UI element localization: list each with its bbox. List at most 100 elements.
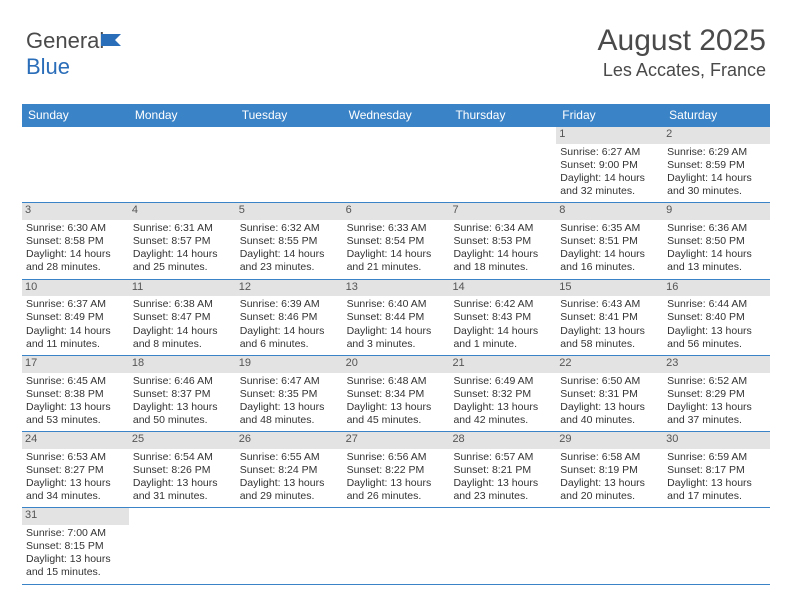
weeks-container: 1Sunrise: 6:27 AMSunset: 9:00 PMDaylight… (22, 127, 770, 585)
sunset-text: Sunset: 8:54 PM (347, 235, 446, 248)
daylight-text: Daylight: 13 hours (26, 553, 125, 566)
sunset-text: Sunset: 8:27 PM (26, 464, 125, 477)
sunset-text: Sunset: 8:26 PM (133, 464, 232, 477)
day-number: 1 (556, 127, 663, 144)
daylight-text: Daylight: 13 hours (347, 401, 446, 414)
brand-part1: General (26, 28, 104, 53)
day-cell: 18Sunrise: 6:46 AMSunset: 8:37 PMDayligh… (129, 356, 236, 431)
day-number: 17 (22, 356, 129, 373)
daylight-text: and 32 minutes. (560, 185, 659, 198)
day-number: 18 (129, 356, 236, 373)
day-cell: 29Sunrise: 6:58 AMSunset: 8:19 PMDayligh… (556, 432, 663, 507)
sunrise-text: Sunrise: 6:38 AM (133, 298, 232, 311)
day-number: 3 (22, 203, 129, 220)
daylight-text: and 37 minutes. (667, 414, 766, 427)
day-cell: 15Sunrise: 6:43 AMSunset: 8:41 PMDayligh… (556, 280, 663, 355)
day-cell: 8Sunrise: 6:35 AMSunset: 8:51 PMDaylight… (556, 203, 663, 278)
week-row: 17Sunrise: 6:45 AMSunset: 8:38 PMDayligh… (22, 356, 770, 432)
daylight-text: Daylight: 14 hours (347, 325, 446, 338)
sunset-text: Sunset: 8:38 PM (26, 388, 125, 401)
day-cell: 25Sunrise: 6:54 AMSunset: 8:26 PMDayligh… (129, 432, 236, 507)
daylight-text: Daylight: 14 hours (453, 248, 552, 261)
daylight-text: Daylight: 13 hours (26, 401, 125, 414)
sunset-text: Sunset: 8:35 PM (240, 388, 339, 401)
location-subtitle: Les Accates, France (598, 60, 766, 81)
day-number: 2 (663, 127, 770, 144)
brand-logo: General Blue (26, 28, 123, 80)
week-row: 24 Sunrise: 6:53 AMSunset: 8:27 PM Dayligh… (22, 432, 770, 508)
daylight-text: and 11 minutes. (26, 338, 125, 351)
sunrise-text: Sunrise: 6:53 AM (26, 451, 125, 464)
flag-icon (101, 34, 123, 50)
sunset-text: Sunset: 8:59 PM (667, 159, 766, 172)
day-cell (343, 127, 450, 202)
week-row: 3Sunrise: 6:30 AMSunset: 8:58 PMDaylight… (22, 203, 770, 279)
sunrise-text: Sunrise: 6:55 AM (240, 451, 339, 464)
day-cell: 16Sunrise: 6:44 AMSunset: 8:40 PMDayligh… (663, 280, 770, 355)
sunset-text: Sunset: 8:44 PM (347, 311, 446, 324)
day-number: 20 (343, 356, 450, 373)
day-number: 13 (343, 280, 450, 297)
weekday-header: Monday (129, 104, 236, 127)
sunset-text: Sunset: 8:51 PM (560, 235, 659, 248)
day-number: 16 (663, 280, 770, 297)
calendar-table: SundayMondayTuesdayWednesdayThursdayFrid… (22, 104, 770, 585)
day-number: 30 (663, 432, 770, 449)
day-cell (556, 508, 663, 583)
day-cell (663, 508, 770, 583)
day-number: 4 (129, 203, 236, 220)
day-cell (343, 508, 450, 583)
daylight-text: Daylight: 13 hours (133, 401, 232, 414)
day-number: 10 (22, 280, 129, 297)
day-number: 24 (22, 432, 129, 449)
day-cell: 11Sunrise: 6:38 AMSunset: 8:47 PMDayligh… (129, 280, 236, 355)
sunset-text: Sunset: 8:49 PM (26, 311, 125, 324)
sunset-text: Sunset: 8:31 PM (560, 388, 659, 401)
day-cell: 5Sunrise: 6:32 AMSunset: 8:55 PMDaylight… (236, 203, 343, 278)
weekday-header: Wednesday (343, 104, 450, 127)
sunrise-text: Sunrise: 6:34 AM (453, 222, 552, 235)
day-number: 6 (343, 203, 450, 220)
brand-part2: Blue (26, 54, 70, 79)
daylight-text: and 58 minutes. (560, 338, 659, 351)
day-cell (236, 508, 343, 583)
day-number: 11 (129, 280, 236, 297)
sunset-text: Sunset: 8:32 PM (453, 388, 552, 401)
daylight-text: and 26 minutes. (347, 490, 446, 503)
sunset-text: Sunset: 8:47 PM (133, 311, 232, 324)
daylight-text: Daylight: 14 hours (453, 325, 552, 338)
day-cell: 21Sunrise: 6:49 AMSunset: 8:32 PMDayligh… (449, 356, 556, 431)
day-cell: 27Sunrise: 6:56 AMSunset: 8:22 PMDayligh… (343, 432, 450, 507)
sunset-text: Sunset: 8:19 PM (560, 464, 659, 477)
daylight-text: and 53 minutes. (26, 414, 125, 427)
sunrise-text: Sunrise: 6:50 AM (560, 375, 659, 388)
sunset-text: Sunset: 8:34 PM (347, 388, 446, 401)
day-number: 12 (236, 280, 343, 297)
daylight-text: and 25 minutes. (133, 261, 232, 274)
sunset-text: Sunset: 8:43 PM (453, 311, 552, 324)
day-cell: 17 Sunrise: 6:45 AMSunset: 8:38 PMDayligh… (22, 356, 129, 431)
daylight-text: Daylight: 13 hours (560, 477, 659, 490)
day-number: 28 (449, 432, 556, 449)
sunrise-text: Sunrise: 6:44 AM (667, 298, 766, 311)
day-cell (449, 127, 556, 202)
sunrise-text: Sunrise: 6:52 AM (667, 375, 766, 388)
day-number: 5 (236, 203, 343, 220)
day-cell: 7Sunrise: 6:34 AMSunset: 8:53 PMDaylight… (449, 203, 556, 278)
sunrise-text: Sunrise: 6:33 AM (347, 222, 446, 235)
daylight-text: Daylight: 14 hours (26, 325, 125, 338)
day-number: 14 (449, 280, 556, 297)
sunrise-text: Sunrise: 6:45 AM (26, 375, 125, 388)
daylight-text: Daylight: 14 hours (133, 325, 232, 338)
sunset-text: Sunset: 8:53 PM (453, 235, 552, 248)
title-block: August 2025 Les Accates, France (598, 24, 766, 81)
sunrise-text: Sunrise: 6:39 AM (240, 298, 339, 311)
sunrise-text: Sunrise: 6:47 AM (240, 375, 339, 388)
daylight-text: Daylight: 14 hours (347, 248, 446, 261)
sunrise-text: Sunrise: 6:27 AM (560, 146, 659, 159)
weekday-header-row: SundayMondayTuesdayWednesdayThursdayFrid… (22, 104, 770, 127)
day-cell: 20Sunrise: 6:48 AMSunset: 8:34 PMDayligh… (343, 356, 450, 431)
day-number: 25 (129, 432, 236, 449)
sunset-text: Sunset: 8:50 PM (667, 235, 766, 248)
weekday-header: Sunday (22, 104, 129, 127)
